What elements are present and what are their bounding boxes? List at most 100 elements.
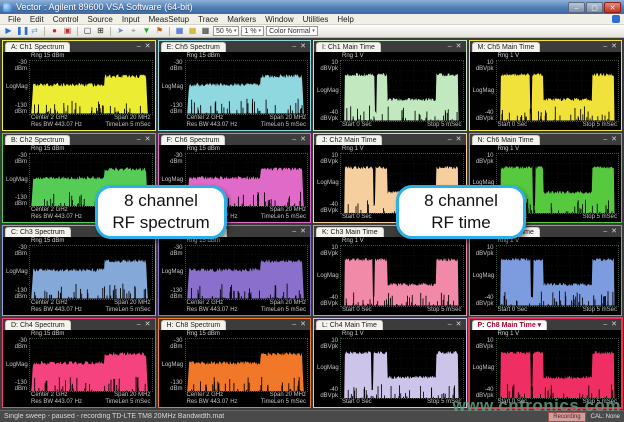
percent-select[interactable]: 1 % ▾ [241, 26, 265, 36]
menu-bar: File Edit Control Source Input MeasSetup Trace… [0, 14, 624, 25]
zoom-icon[interactable]: ⌖ [131, 26, 136, 35]
plot-minimize-icon[interactable]: – [603, 320, 608, 328]
menu-item-help[interactable]: Help [337, 14, 354, 24]
trace-c-icon[interactable]: ▦ [201, 26, 210, 35]
record-pause-icon[interactable]: ▣ [63, 26, 72, 35]
menu-item-markers[interactable]: Markers [227, 14, 257, 24]
plot-minimize-icon[interactable]: – [603, 43, 608, 50]
trace-area-o[interactable] [495, 245, 619, 307]
plot-tab-k[interactable]: K: Ch3 Main Time [316, 227, 384, 237]
menu-item-input[interactable]: Input [121, 14, 140, 24]
plot-tab-d[interactable]: D: Ch4 Spectrum [5, 319, 71, 330]
plot-tab-h[interactable]: H: Ch8 Spectrum [160, 319, 227, 330]
y-axis-format: LogMag [317, 87, 339, 94]
menu-item-control[interactable]: Control [52, 14, 79, 24]
plot-close-icon[interactable]: ✕ [144, 135, 151, 143]
annotation-left: Start 0 Sec [342, 306, 372, 313]
plot-tab-j[interactable]: J: Ch2 Main Time [316, 134, 383, 145]
annotation-right: Stop 5 mSec [427, 121, 462, 128]
trace-area-i[interactable] [340, 60, 464, 122]
plot-window-titlebar: A: Ch1 Spectrum – ✕ [3, 41, 155, 52]
x-axis-annotations: Center 2 GHz Span 20 MHz Res BW 443.07 Hz T… [161, 115, 309, 129]
plot-minimize-icon[interactable]: – [447, 135, 452, 143]
plot-tab-f[interactable]: F: Ch6 Spectrum [160, 134, 226, 145]
plot-close-icon[interactable]: ✕ [300, 320, 306, 328]
y-axis-format: LogMag [317, 272, 339, 279]
color-select[interactable]: Color Normal ▾ [266, 26, 318, 36]
menu-item-meassetup[interactable]: MeasSetup [148, 14, 190, 24]
scale-select[interactable]: 50 % ▾ [213, 26, 240, 36]
plot-tab-l[interactable]: L: Ch4 Main Time [316, 319, 383, 330]
trace-area-p[interactable] [495, 337, 619, 399]
display-icon[interactable]: ▢ [83, 26, 92, 35]
plot-tab-e[interactable]: E: Ch5 Spectrum [160, 42, 226, 52]
annotation-left: Center 2 GHz [186, 114, 224, 121]
plot-close-icon[interactable]: ✕ [611, 135, 617, 143]
menu-item-utilities[interactable]: Utilities [302, 14, 329, 24]
cal-status: CAL: None [590, 413, 620, 420]
plot-minimize-icon[interactable]: – [136, 43, 141, 50]
menu-item-file[interactable]: File [8, 14, 21, 24]
menu-item-edit[interactable]: Edit [29, 14, 44, 24]
pause-icon[interactable]: ❚❚ [16, 26, 30, 35]
plot-close-icon[interactable]: ✕ [300, 228, 306, 235]
plot-close-icon[interactable]: ✕ [455, 135, 462, 143]
trace-area-m[interactable] [495, 60, 619, 122]
close-button[interactable]: ✕ [604, 1, 621, 13]
trace-area-l[interactable] [340, 337, 464, 399]
plot-window-titlebar: E: Ch5 Spectrum – ✕ [158, 41, 310, 52]
marker-icon[interactable]: ⚑ [155, 26, 164, 35]
plot-tab-b[interactable]: B: Ch2 Spectrum [5, 134, 71, 145]
minimize-button[interactable]: – [568, 1, 585, 13]
plot-minimize-icon[interactable]: – [136, 320, 141, 328]
plot-minimize-icon[interactable]: – [292, 43, 297, 50]
plot-close-icon[interactable]: ✕ [300, 135, 306, 143]
trace-a-icon[interactable]: ▦ [175, 26, 184, 35]
plot-tab-c[interactable]: C: Ch3 Spectrum [5, 227, 71, 237]
plot-close-icon[interactable]: ✕ [455, 43, 462, 50]
plot-minimize-icon[interactable]: – [447, 320, 452, 328]
plot-minimize-icon[interactable]: – [136, 135, 141, 143]
restart-icon[interactable]: ⇄ [31, 26, 38, 35]
plot-minimize-icon[interactable]: – [292, 320, 297, 328]
filter-icon[interactable]: ▼ [142, 26, 151, 35]
menu-item-window[interactable]: Window [265, 14, 294, 24]
plot-close-icon[interactable]: ✕ [300, 43, 306, 50]
plot-tab-p[interactable]: P: Ch8 Main Time ▾ [471, 319, 548, 330]
annotation-left: Center 2 GHz [31, 114, 68, 121]
trace-area-a[interactable] [29, 60, 153, 115]
plot-close-icon[interactable]: ✕ [455, 320, 462, 328]
maximize-button[interactable]: ▢ [586, 1, 603, 13]
plot-tab-n[interactable]: N: Ch6 Main Time [471, 134, 540, 145]
trace-area-c[interactable] [29, 245, 153, 300]
plot-tab-m[interactable]: M: Ch5 Main Time [471, 42, 541, 52]
plot-minimize-icon[interactable]: – [447, 43, 452, 50]
plot-close-icon[interactable]: ✕ [144, 43, 151, 50]
trace-area-g[interactable] [184, 245, 308, 300]
plot-close-icon[interactable]: ✕ [611, 320, 617, 328]
plot-minimize-icon[interactable]: – [603, 228, 608, 235]
play-icon[interactable]: ▶ [5, 26, 12, 35]
menu-item-trace[interactable]: Trace [198, 14, 219, 24]
plot-minimize-icon[interactable]: – [292, 135, 297, 143]
pointer-icon[interactable]: ➤ [117, 26, 124, 35]
plot-close-icon[interactable]: ✕ [611, 228, 617, 235]
plot-minimize-icon[interactable]: – [292, 228, 297, 235]
layout-grid-icon[interactable]: ⊞ [97, 26, 104, 35]
plot-close-icon[interactable]: ✕ [611, 43, 617, 50]
trace-area-e[interactable] [184, 60, 308, 115]
trace-area-k[interactable] [340, 245, 464, 307]
plot-tab-i[interactable]: I: Ch1 Main Time [316, 42, 381, 52]
plot-minimize-icon[interactable]: – [603, 135, 608, 143]
annotation-left: Start 0 Sec [342, 214, 372, 220]
record-icon[interactable]: ● [52, 26, 57, 35]
plot-tab-a[interactable]: A: Ch1 Spectrum [5, 42, 71, 52]
plot-close-icon[interactable]: ✕ [144, 320, 151, 328]
trace-area-d[interactable] [29, 337, 153, 392]
menu-item-source[interactable]: Source [87, 14, 113, 24]
trace-b-icon[interactable]: ▦ [188, 26, 197, 35]
trace-area-h[interactable] [184, 337, 308, 392]
